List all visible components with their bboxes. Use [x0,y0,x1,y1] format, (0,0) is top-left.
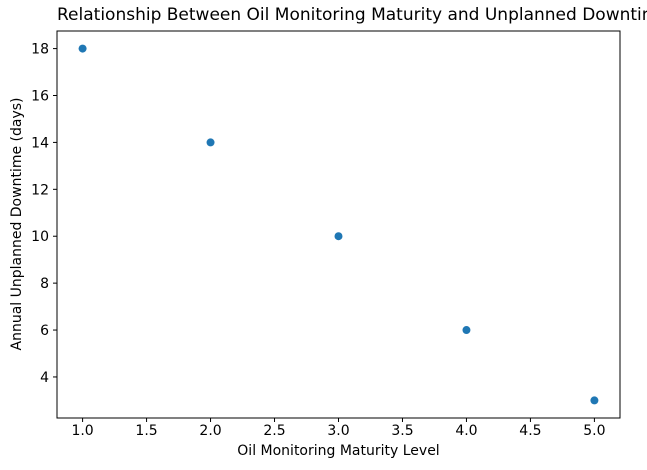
x-tick-label: 1.5 [135,423,157,439]
x-tick-label: 4.5 [519,423,541,439]
y-tick-label: 12 [31,182,49,198]
data-point [590,396,599,405]
y-tick-label: 14 [31,135,49,151]
x-tick-label: 2.5 [263,423,285,439]
y-axis-label: Annual Unplanned Downtime (days) [9,97,25,351]
axis-frame [56,30,621,419]
y-tick-label: 16 [31,89,49,105]
x-tick-label: 1.0 [71,423,93,439]
data-point [78,44,87,53]
x-tick-label: 3.0 [327,423,349,439]
y-tick-label: 10 [31,229,49,245]
data-point [334,232,343,241]
x-axis-label: Oil Monitoring Maturity Level [237,443,440,459]
y-tick-label: 4 [40,370,49,386]
x-tick-label: 3.5 [391,423,413,439]
x-tick-label: 5.0 [583,423,605,439]
x-tick-label: 4.0 [455,423,477,439]
y-tick-label: 8 [40,276,49,292]
y-tick-label: 6 [40,323,49,339]
data-point [206,138,215,147]
chart-title: Relationship Between Oil Monitoring Matu… [57,5,647,25]
y-tick-label: 18 [31,42,49,58]
data-point [462,326,471,335]
x-tick-label: 2.0 [199,423,221,439]
